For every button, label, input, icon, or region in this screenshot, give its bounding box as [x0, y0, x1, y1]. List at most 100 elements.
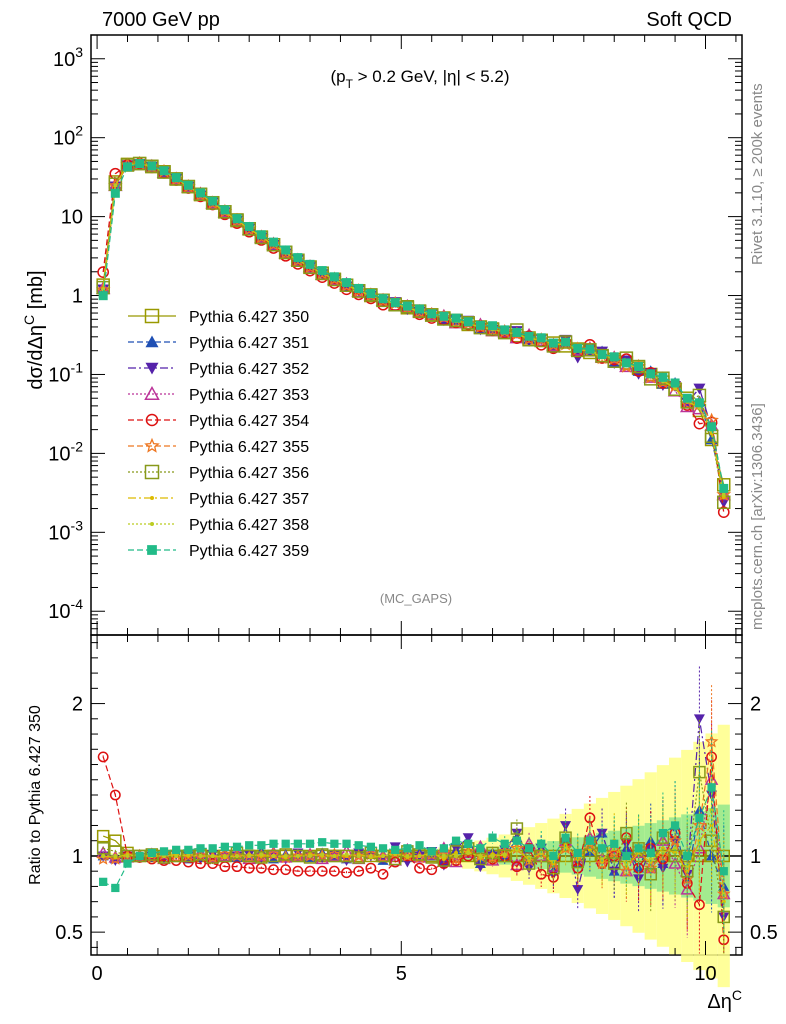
legend-label: Pythia 6.427 358 [189, 517, 309, 534]
ratio-point [685, 864, 690, 869]
ratio-point [683, 851, 692, 861]
legend-marker [144, 308, 160, 324]
ratio-point [697, 841, 702, 846]
ratio-point [466, 850, 471, 855]
ratio-point [658, 828, 668, 838]
ratio-point [279, 848, 292, 861]
ratio-point [315, 848, 330, 862]
main-point [463, 317, 473, 327]
main-point [621, 358, 631, 368]
ratio-point [353, 865, 365, 877]
main-ytick-label: 10-3 [48, 517, 83, 544]
ratio-point [295, 853, 300, 858]
ratio-point [405, 853, 410, 858]
legend-label: Pythia 6.427 351 [189, 335, 309, 352]
main-point [183, 180, 193, 190]
ratio-point [245, 841, 254, 850]
ratio-xtick-label: 10 [694, 963, 716, 985]
ratio-point [695, 813, 704, 822]
main-series-line [102, 162, 725, 495]
ratio-point [257, 841, 266, 850]
ratio-point [427, 847, 436, 856]
ratio-point [315, 848, 329, 861]
main-point [193, 187, 208, 202]
ratio-point [184, 845, 193, 854]
ratio-point [451, 836, 461, 845]
ratio-point [441, 857, 446, 861]
ratio-point [220, 842, 229, 851]
legend-marker [147, 545, 157, 555]
main-point [230, 213, 244, 227]
ratio-point [670, 821, 680, 830]
legend-marker [145, 413, 159, 427]
ratio-point [600, 857, 605, 861]
main-point [500, 325, 510, 335]
x-axis-label: ΔηC [707, 987, 742, 1013]
main-annotation: (pT > 0.2 GeV, |η| < 5.2) [330, 67, 509, 91]
ratio-point [181, 848, 196, 862]
ratio-series-9 [99, 730, 728, 933]
side-text-top: Rivet 3.1.10, ≥ 200k events [749, 83, 766, 265]
ratio-point [96, 851, 111, 865]
ratio-point [308, 853, 313, 858]
ratio-point [243, 862, 255, 874]
main-point [707, 422, 717, 432]
ratio-point [208, 844, 217, 853]
ratio-point [607, 845, 622, 859]
ratio-point [111, 883, 120, 893]
ratio-point [426, 864, 438, 876]
ratio-ytick-label-right: 1 [750, 846, 761, 868]
ratio-point [247, 853, 252, 858]
main-point [609, 352, 619, 362]
main-point [329, 272, 339, 282]
ratio-point [510, 822, 524, 835]
main-point [244, 222, 254, 232]
ratio-point [268, 864, 279, 876]
ratio-point [389, 856, 401, 868]
ratio-point [378, 844, 388, 853]
legend-marker [144, 385, 160, 400]
ratio-point [537, 839, 546, 848]
main-point [390, 298, 400, 308]
ratio-point [193, 848, 208, 862]
main-point [354, 283, 364, 293]
ratio-point [368, 853, 373, 858]
ratio-point [624, 861, 629, 866]
ratio-point [101, 853, 106, 858]
main-point [220, 205, 230, 215]
ratio-point [597, 844, 607, 853]
ratio-point [585, 836, 595, 845]
ratio-point [634, 844, 643, 853]
main-point [693, 417, 706, 430]
legend-label: Pythia 6.427 356 [189, 465, 309, 482]
main-ytick-label: 10-1 [48, 359, 83, 386]
header-right: Soft QCD [646, 9, 732, 31]
ratio-point [196, 844, 205, 853]
main-ylabel: dσ/dΔηC [mb] [21, 270, 47, 389]
main-point [342, 278, 352, 288]
main-point [536, 333, 546, 343]
ratio-point [293, 839, 302, 848]
ratio-point [549, 851, 558, 861]
ratio-point [133, 849, 146, 863]
ratio-point [290, 848, 305, 862]
main-point [561, 337, 571, 347]
legend-marker [145, 362, 159, 375]
main-point [269, 237, 279, 247]
main-point [415, 304, 425, 314]
main-ytick-label: 102 [53, 123, 83, 150]
ratio-point [356, 853, 361, 858]
ratio-point [269, 839, 278, 848]
ratio-point [254, 848, 269, 862]
ratio-point [344, 852, 349, 857]
ratio-point [198, 853, 203, 858]
ratio-point [464, 839, 473, 848]
ratio-point [403, 844, 412, 853]
main-point [646, 369, 656, 379]
ratio-ytick-label: 2 [72, 694, 83, 716]
ratio-ytick-label: 0.5 [55, 922, 83, 944]
ratio-point [305, 839, 315, 848]
ratio-point [572, 885, 584, 895]
ratio-point [417, 853, 422, 858]
main-point [181, 179, 196, 194]
